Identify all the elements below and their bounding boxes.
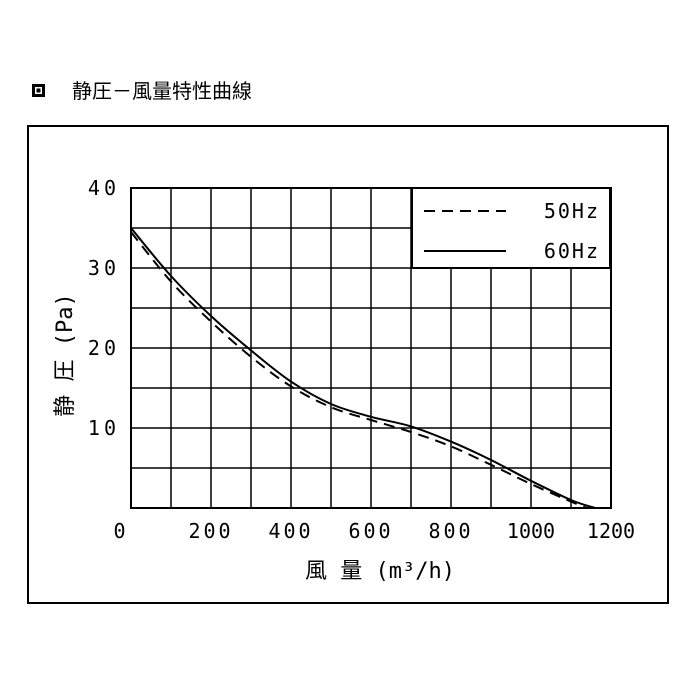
series-line-50hz	[131, 232, 587, 508]
y-tick-label: 30	[88, 256, 120, 280]
x-tick-label: 1200	[587, 519, 635, 543]
chart-title: 静圧－風量特性曲線	[72, 79, 252, 103]
x-tick-label: 200	[188, 519, 233, 543]
y-tick-labels: 10 20 30 40	[88, 176, 120, 440]
y-tick-label: 10	[88, 416, 120, 440]
series-line-60hz	[131, 228, 595, 508]
legend: 50Hz 60Hz	[412, 188, 610, 268]
title-icon	[32, 84, 45, 97]
x-tick-labels: 0 200 400 600 800 1000 1200	[113, 519, 635, 543]
legend-label-60hz: 60Hz	[544, 239, 600, 263]
x-tick-label: 1000	[507, 519, 555, 543]
y-axis-label: 静 圧 (Pa)	[53, 293, 78, 416]
x-tick-label: 400	[268, 519, 313, 543]
x-tick-label: 0	[113, 519, 128, 543]
x-axis-label: 風 量 (m³/h)	[305, 559, 455, 584]
x-tick-label: 600	[348, 519, 393, 543]
y-tick-label: 40	[88, 176, 120, 200]
legend-label-50hz: 50Hz	[544, 199, 600, 223]
x-tick-label: 800	[428, 519, 473, 543]
y-tick-label: 20	[88, 336, 120, 360]
series-layer	[131, 228, 595, 508]
